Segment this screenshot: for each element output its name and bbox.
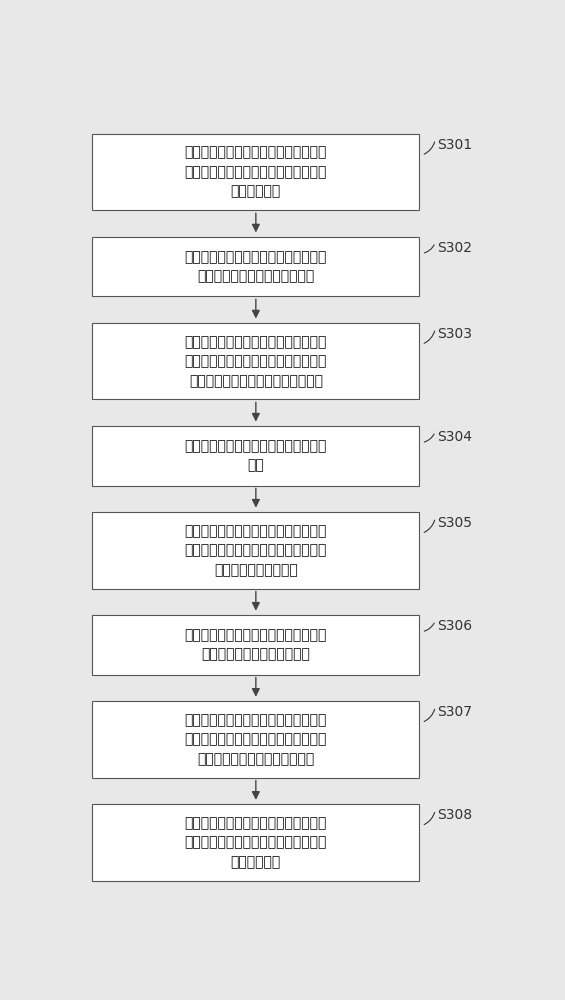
Text: 利用所述多相序列矩阵中各行依次串接
形成各发射波形的多相编码序列: 利用所述多相序列矩阵中各行依次串接 形成各发射波形的多相编码序列: [185, 250, 327, 283]
Bar: [92, 323, 419, 399]
Bar: [92, 615, 419, 675]
Text: S302: S302: [437, 241, 472, 255]
Text: 利用所述多相编码序列，分别对基脉冲
进行编码调制以产生所述多输出多输入
雷达发射阵列各发射阵元的发射信号: 利用所述多相编码序列，分别对基脉冲 进行编码调制以产生所述多输出多输入 雷达发射…: [185, 335, 327, 388]
Text: 以所述发射信号为参考信号，对所述各
接收阵元回波序列从频域进行匹配滤波
处理得到脉冲压缩输出回波序列: 以所述发射信号为参考信号，对所述各 接收阵元回波序列从频域进行匹配滤波 处理得到…: [185, 713, 327, 766]
Text: S307: S307: [437, 705, 472, 719]
Text: 通过所述多输出多输入雷达的接收阵列
的多个接收阵元接收所述发射信号经目
标物反射后的回波信号: 通过所述多输出多输入雷达的接收阵列 的多个接收阵元接收所述发射信号经目 标物反射…: [185, 524, 327, 577]
Bar: [92, 134, 419, 210]
Text: S301: S301: [437, 138, 472, 152]
Bar: [92, 512, 419, 589]
Text: 利用设定距离门对所述脉压输出回波序
列按一定时间间隔进行截取，以得到零
旁瓣回波序列: 利用设定距离门对所述脉压输出回波序 列按一定时间间隔进行截取，以得到零 旁瓣回波…: [185, 816, 327, 869]
Text: 通过所述发射阵元发射相应的所述发射
信号: 通过所述发射阵元发射相应的所述发射 信号: [185, 439, 327, 473]
Text: S304: S304: [437, 430, 472, 444]
Text: S305: S305: [437, 516, 472, 530]
Text: S308: S308: [437, 808, 472, 822]
Text: 对所述回波信号进行基带转换和模数变
换以得到各接收阵元回波序列: 对所述回波信号进行基带转换和模数变 换以得到各接收阵元回波序列: [185, 628, 327, 662]
Text: S306: S306: [437, 619, 472, 633]
Bar: [92, 701, 419, 778]
Bar: [92, 426, 419, 486]
Text: 按照雷达的分辨力和零旁瓣带要求，设
定波形参数，并根据所述波形参数构造
多相序列矩阵: 按照雷达的分辨力和零旁瓣带要求，设 定波形参数，并根据所述波形参数构造 多相序列…: [185, 146, 327, 199]
Bar: [92, 237, 419, 296]
Bar: [92, 804, 419, 881]
Text: S303: S303: [437, 327, 472, 341]
